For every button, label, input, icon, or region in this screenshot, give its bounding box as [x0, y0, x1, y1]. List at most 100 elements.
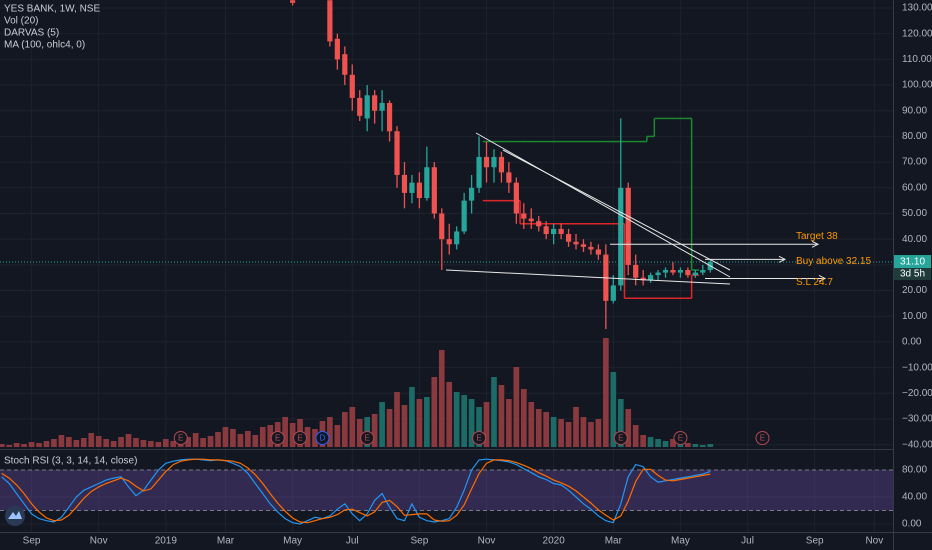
annotation-text: Buy above 32.15: [796, 256, 871, 267]
candle-body: [394, 131, 400, 175]
candle-body: [357, 97, 363, 116]
volume-bar: [565, 422, 572, 447]
volume-bar: [498, 385, 505, 447]
y-tick-label: 20.00: [902, 285, 927, 296]
volume-bar: [588, 422, 594, 447]
volume-bar: [237, 434, 244, 447]
event-marker: [360, 431, 375, 445]
candle-body: [446, 239, 452, 245]
volume-bar: [282, 417, 288, 447]
last-price-box: [894, 255, 931, 269]
y-tick-label: 40.00: [902, 234, 927, 245]
candle-body: [580, 244, 587, 247]
volume-layer: [0, 338, 714, 447]
x-tick-label: Nov: [865, 536, 883, 547]
volume-bar: [513, 367, 520, 447]
volume-bar: [506, 399, 512, 447]
volume-bar: [43, 441, 50, 447]
y-tick-label: 70.00: [902, 157, 927, 168]
x-tick-label: Nov: [478, 536, 496, 547]
candle-body: [536, 221, 542, 227]
volume-bar: [304, 427, 311, 447]
candle-body: [655, 272, 661, 276]
y-tick-label: 80.00: [902, 131, 927, 142]
volume-bar: [103, 439, 109, 447]
volume-bar: [356, 419, 363, 447]
volume-bar: [215, 432, 221, 447]
volume-bar: [259, 427, 266, 447]
logo: [5, 506, 25, 526]
candle-body: [401, 174, 408, 193]
volume-bar: [610, 372, 617, 447]
volume-bar: [670, 439, 676, 447]
y-tick-label: 120.00: [902, 28, 932, 39]
volume-bar: [6, 445, 13, 447]
volume-bar: [185, 437, 192, 447]
volume-bar: [207, 436, 214, 447]
event-label: E: [618, 434, 623, 443]
volume-bar: [245, 431, 251, 447]
annotation-text: Target 38: [796, 231, 838, 242]
event-marker: [673, 431, 688, 445]
candle-body: [349, 74, 355, 98]
y-tick-label: 50.00: [902, 208, 927, 219]
volume-bar: [647, 437, 654, 447]
volume-bar: [401, 405, 408, 447]
candle-body: [491, 156, 497, 168]
volume-bar: [28, 442, 35, 447]
x-tick-label: 2020: [543, 536, 566, 547]
drawings-layer: [445, 132, 827, 285]
y-tick-label: 90.00: [902, 105, 927, 116]
volume-bar: [125, 434, 132, 447]
x-tick-label: Jul: [741, 536, 754, 547]
volume-bar: [162, 439, 169, 447]
volume-bar: [685, 443, 691, 447]
candle-body: [573, 241, 579, 245]
volume-bar: [95, 436, 102, 447]
y-tick-label: −20.00: [902, 388, 932, 399]
candle-body: [588, 246, 594, 250]
candle-body: [513, 182, 519, 214]
x-tick-label: May: [671, 536, 690, 547]
event-marker: [755, 431, 770, 445]
candle-body: [334, 38, 340, 60]
volume-bar: [632, 425, 639, 447]
volume-bar: [476, 407, 482, 447]
event-label: E: [678, 434, 683, 443]
volume-bar: [155, 442, 162, 447]
event-label: E: [297, 434, 302, 443]
candle-body: [379, 103, 385, 111]
candle-body: [670, 269, 676, 273]
x-tick-label: Nov: [90, 536, 108, 547]
volume-bar: [170, 441, 177, 447]
axis-layer: Sep Nov 2019 Mar May Jul Sep Nov 2020 Mar May Jul Se…: [23, 3, 932, 547]
y-tick-label: 60.00: [902, 182, 927, 193]
candle-body: [633, 264, 639, 278]
candle-body: [700, 269, 706, 273]
stoch-tick-label: 80.00: [902, 465, 927, 476]
indicator-legend: Vol (20): [4, 16, 38, 27]
volume-bar: [692, 444, 699, 447]
volume-bar: [603, 338, 609, 447]
stoch-layer: [0, 458, 893, 525]
volume-bar: [51, 439, 57, 447]
y-tick-label: −10.00: [902, 362, 932, 373]
candle-body: [439, 213, 445, 240]
volume-bar: [222, 427, 229, 447]
candle-body: [610, 285, 616, 301]
volume-bar: [468, 399, 475, 447]
event-label: E: [275, 434, 280, 443]
candle-body: [595, 249, 601, 255]
volume-bar: [446, 382, 453, 447]
candle-body: [685, 269, 691, 276]
candle-body: [364, 95, 370, 119]
volume-bar: [140, 440, 147, 447]
volume-bar: [558, 419, 564, 447]
y-tick-label: 130.00: [902, 3, 932, 14]
volume-bar: [230, 429, 236, 447]
trend-line: [475, 132, 731, 278]
x-tick-label: May: [283, 536, 302, 547]
volume-bar: [640, 435, 646, 447]
